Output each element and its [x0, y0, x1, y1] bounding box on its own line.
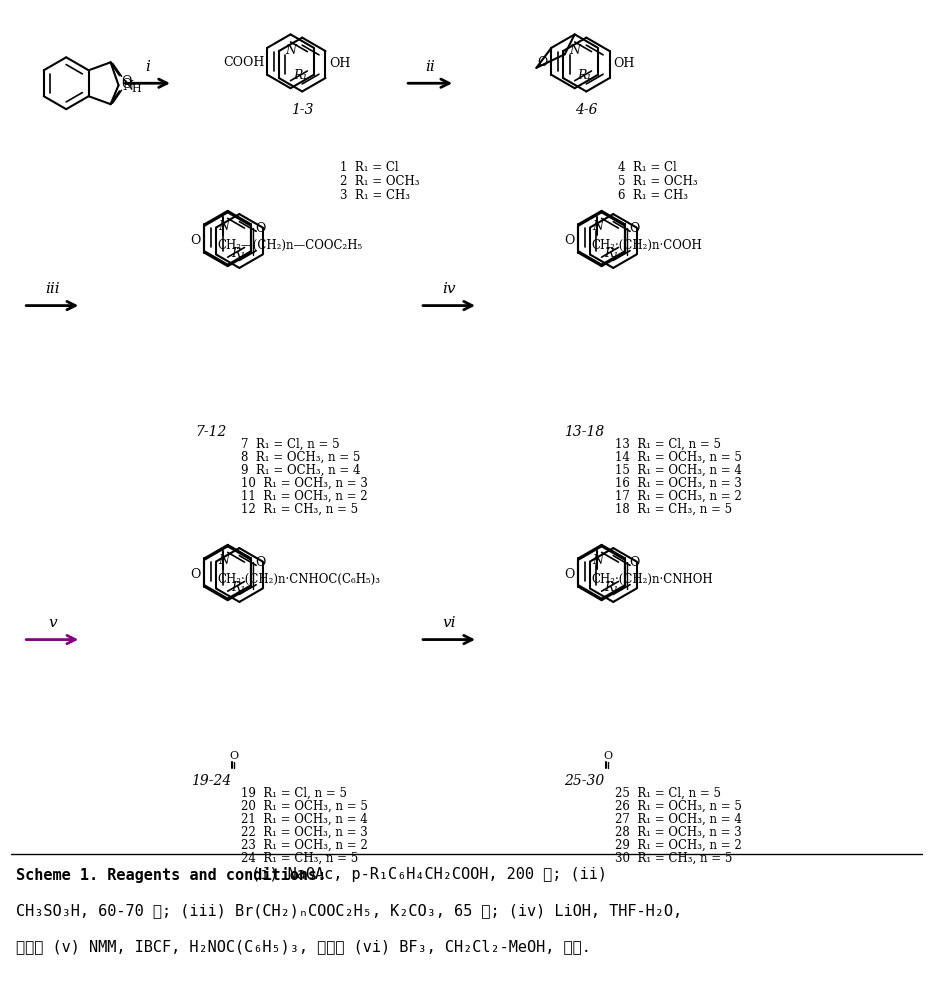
Text: 17  R₁ = OCH₃, n = 2: 17 R₁ = OCH₃, n = 2 [615, 490, 742, 503]
Text: 14  R₁ = OCH₃, n = 5: 14 R₁ = OCH₃, n = 5 [615, 451, 742, 464]
Text: R₁: R₁ [578, 69, 592, 82]
Text: CH₂·(CH₂)n·COOH: CH₂·(CH₂)n·COOH [592, 239, 703, 252]
Text: OH: OH [614, 57, 635, 70]
Text: 28  R₁ = OCH₃, n = 3: 28 R₁ = OCH₃, n = 3 [615, 826, 742, 839]
Text: 16  R₁ = OCH₃, n = 3: 16 R₁ = OCH₃, n = 3 [615, 477, 742, 490]
Text: 4  R₁ = Cl: 4 R₁ = Cl [618, 161, 676, 174]
Text: 15  R₁ = OCH₃, n = 4: 15 R₁ = OCH₃, n = 4 [615, 464, 742, 477]
Text: 19-24: 19-24 [190, 774, 230, 788]
Text: H: H [132, 84, 141, 94]
Text: 5  R₁ = OCH₃: 5 R₁ = OCH₃ [618, 175, 697, 188]
Text: ii: ii [425, 60, 435, 74]
Text: 4-6: 4-6 [575, 103, 597, 117]
Text: O: O [255, 556, 265, 569]
Text: 7-12: 7-12 [195, 425, 227, 439]
Text: N: N [218, 220, 230, 233]
Text: R₁: R₁ [294, 69, 308, 82]
Text: O: O [230, 751, 238, 761]
Text: 6  R₁ = CH₃: 6 R₁ = CH₃ [618, 189, 688, 202]
Text: O: O [190, 568, 201, 581]
Text: 2  R₁ = OCH₃: 2 R₁ = OCH₃ [341, 175, 420, 188]
Text: R₁: R₁ [230, 581, 245, 594]
Text: R₁: R₁ [605, 247, 619, 260]
Text: 26  R₁ = OCH₃, n = 5: 26 R₁ = OCH₃, n = 5 [615, 800, 742, 813]
Text: OH: OH [329, 57, 351, 70]
Text: O: O [629, 222, 639, 235]
Text: 20  R₁ = OCH₃, n = 5: 20 R₁ = OCH₃, n = 5 [241, 800, 368, 813]
Text: 21  R₁ = OCH₃, n = 4: 21 R₁ = OCH₃, n = 4 [241, 813, 368, 826]
Text: O: O [121, 78, 132, 91]
Text: 27  R₁ = OCH₃, n = 4: 27 R₁ = OCH₃, n = 4 [615, 813, 742, 826]
Text: v: v [48, 616, 57, 630]
Text: (i) NaOAc, p-R₁C₆H₄CH₂COOH, 200 ℃; (ii): (i) NaOAc, p-R₁C₆H₄CH₂COOH, 200 ℃; (ii) [242, 867, 606, 882]
Text: 29  R₁ = OCH₃, n = 2: 29 R₁ = OCH₃, n = 2 [615, 839, 742, 852]
Text: i: i [146, 60, 150, 74]
Text: O: O [255, 222, 265, 235]
Text: 10  R₁ = OCH₃, n = 3: 10 R₁ = OCH₃, n = 3 [241, 477, 368, 490]
Text: O: O [121, 75, 132, 88]
Text: N: N [122, 80, 133, 93]
Text: N: N [592, 220, 603, 233]
Text: 23  R₁ = OCH₃, n = 2: 23 R₁ = OCH₃, n = 2 [241, 839, 368, 852]
Text: CH₂·(CH₂)n·CNHOH: CH₂·(CH₂)n·CNHOH [592, 573, 713, 586]
Text: N: N [285, 44, 296, 57]
Text: 3  R₁ = CH₃: 3 R₁ = CH₃ [341, 189, 411, 202]
Text: CH₂·(CH₂)n·CNHOC(C₆H₅)₃: CH₂·(CH₂)n·CNHOC(C₆H₅)₃ [217, 573, 381, 586]
Text: 8  R₁ = OCH₃, n = 5: 8 R₁ = OCH₃, n = 5 [241, 451, 360, 464]
Text: N: N [569, 44, 580, 57]
Text: 7  R₁ = Cl, n = 5: 7 R₁ = Cl, n = 5 [241, 438, 340, 451]
Text: O: O [190, 234, 201, 247]
Text: R₁: R₁ [605, 581, 619, 594]
Text: iii: iii [45, 282, 60, 296]
Text: 13-18: 13-18 [564, 425, 605, 439]
Text: CH₂—(CH₂)n—COOC₂H₅: CH₂—(CH₂)n—COOC₂H₅ [217, 239, 363, 252]
Text: 13  R₁ = Cl, n = 5: 13 R₁ = Cl, n = 5 [615, 438, 720, 451]
Text: 19  R₁ = Cl, n = 5: 19 R₁ = Cl, n = 5 [241, 787, 347, 800]
Text: vi: vi [442, 616, 456, 630]
Text: N: N [592, 554, 603, 567]
Text: COOH: COOH [223, 56, 264, 69]
Text: 11  R₁ = OCH₃, n = 2: 11 R₁ = OCH₃, n = 2 [241, 490, 368, 503]
Text: O: O [564, 234, 575, 247]
Text: O: O [564, 568, 575, 581]
Text: 24  R₁ = CH₃, n = 5: 24 R₁ = CH₃, n = 5 [241, 852, 358, 865]
Text: 25  R₁ = Cl, n = 5: 25 R₁ = Cl, n = 5 [615, 787, 720, 800]
Text: O: O [537, 56, 548, 69]
Text: 22  R₁ = OCH₃, n = 3: 22 R₁ = OCH₃, n = 3 [241, 826, 368, 839]
Text: CH₃SO₃H, 60-70 ℃; (iii) Br(CH₂)ₙCOOC₂H₅, K₂CO₃, 65 ℃; (iv) LiOH, THF-H₂O,: CH₃SO₃H, 60-70 ℃; (iii) Br(CH₂)ₙCOOC₂H₅,… [17, 903, 682, 918]
Text: 25-30: 25-30 [564, 774, 605, 788]
Text: 18  R₁ = CH₃, n = 5: 18 R₁ = CH₃, n = 5 [615, 503, 731, 516]
Text: 12  R₁ = CH₃, n = 5: 12 R₁ = CH₃, n = 5 [241, 503, 357, 516]
Text: Scheme 1. Reagents and conditions:: Scheme 1. Reagents and conditions: [17, 867, 327, 883]
Text: O: O [603, 751, 612, 761]
Text: 30  R₁ = CH₃, n = 5: 30 R₁ = CH₃, n = 5 [615, 852, 731, 865]
Text: R₁: R₁ [230, 247, 245, 260]
Text: 9  R₁ = OCH₃, n = 4: 9 R₁ = OCH₃, n = 4 [241, 464, 360, 477]
Text: iv: iv [442, 282, 456, 296]
Text: 1  R₁ = Cl: 1 R₁ = Cl [341, 161, 399, 174]
Text: 室温； (v) NMM, IBCF, H₂NOC(C₆H₅)₃, 室温； (vi) BF₃, CH₂Cl₂-MeOH, 室温.: 室温； (v) NMM, IBCF, H₂NOC(C₆H₅)₃, 室温； (vi… [17, 939, 592, 954]
Text: O: O [629, 556, 639, 569]
Text: N: N [218, 554, 230, 567]
Text: 1-3: 1-3 [291, 103, 313, 117]
